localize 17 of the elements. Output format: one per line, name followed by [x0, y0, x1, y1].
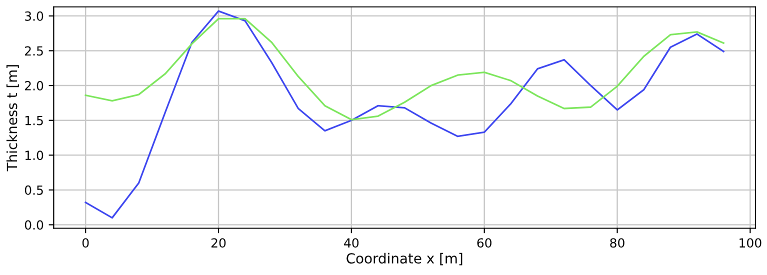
x-axis-title: Coordinate x [m]: [346, 252, 462, 266]
x-tick-label: 80: [610, 238, 624, 248]
y-tick-label: 3.0: [25, 11, 44, 21]
x-tick-label: 60: [477, 238, 492, 248]
line-series: [84, 10, 724, 219]
x-tick-label: 100: [740, 238, 762, 248]
y-tick-label: 2.5: [25, 46, 43, 56]
y-tick-label: 1.5: [25, 116, 43, 126]
x-tick-label: 40: [344, 238, 359, 248]
line-series: [84, 18, 724, 120]
x-tick-label: 20: [211, 238, 226, 248]
y-tick-label: 1.0: [25, 150, 44, 160]
y-tick-label: 0.0: [24, 220, 44, 230]
y-tick-label: 0.5: [24, 185, 43, 195]
x-tick-label: 0: [82, 238, 89, 248]
y-tick-label: 2.0: [25, 81, 44, 90]
y-axis-title: Thickness t [m]: [6, 65, 19, 172]
